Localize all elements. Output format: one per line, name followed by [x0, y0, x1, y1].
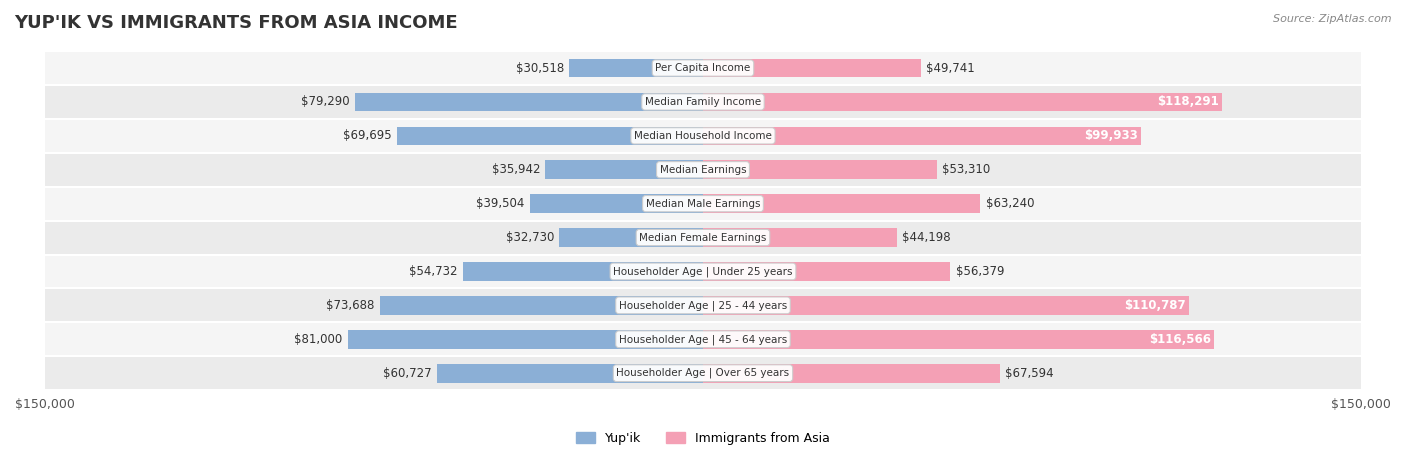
Bar: [703, 127, 1142, 145]
Bar: [703, 161, 936, 179]
Bar: [530, 194, 703, 213]
Text: $73,688: $73,688: [326, 299, 374, 312]
Bar: [45, 220, 1361, 255]
Text: $118,291: $118,291: [1157, 95, 1219, 108]
Text: $35,942: $35,942: [492, 163, 540, 176]
Bar: [356, 92, 703, 111]
Text: $30,518: $30,518: [516, 62, 564, 75]
Bar: [45, 119, 1361, 153]
Text: $79,290: $79,290: [301, 95, 350, 108]
Text: YUP'IK VS IMMIGRANTS FROM ASIA INCOME: YUP'IK VS IMMIGRANTS FROM ASIA INCOME: [14, 14, 458, 32]
Text: $53,310: $53,310: [942, 163, 990, 176]
Bar: [398, 127, 703, 145]
Bar: [45, 51, 1361, 85]
Bar: [45, 153, 1361, 187]
Bar: [45, 85, 1361, 119]
Text: $99,933: $99,933: [1084, 129, 1137, 142]
Bar: [703, 330, 1215, 348]
Text: $39,504: $39,504: [477, 197, 524, 210]
Text: $32,730: $32,730: [506, 231, 554, 244]
Text: $60,727: $60,727: [382, 367, 432, 380]
Text: $110,787: $110,787: [1125, 299, 1185, 312]
Text: $63,240: $63,240: [986, 197, 1035, 210]
Text: $44,198: $44,198: [903, 231, 950, 244]
Text: Householder Age | 45 - 64 years: Householder Age | 45 - 64 years: [619, 334, 787, 345]
Legend: Yup'ik, Immigrants from Asia: Yup'ik, Immigrants from Asia: [571, 426, 835, 450]
Bar: [45, 255, 1361, 289]
Bar: [437, 364, 703, 382]
Bar: [703, 194, 980, 213]
Bar: [703, 262, 950, 281]
Text: $69,695: $69,695: [343, 129, 392, 142]
Text: Householder Age | 25 - 44 years: Householder Age | 25 - 44 years: [619, 300, 787, 311]
Bar: [703, 296, 1189, 315]
Text: $54,732: $54,732: [409, 265, 457, 278]
Bar: [45, 289, 1361, 322]
Bar: [703, 228, 897, 247]
Bar: [347, 330, 703, 348]
Text: Householder Age | Under 25 years: Householder Age | Under 25 years: [613, 266, 793, 277]
Bar: [45, 356, 1361, 390]
Bar: [463, 262, 703, 281]
Bar: [45, 322, 1361, 356]
Bar: [45, 187, 1361, 220]
Bar: [546, 161, 703, 179]
Text: Householder Age | Over 65 years: Householder Age | Over 65 years: [616, 368, 790, 378]
Text: $56,379: $56,379: [956, 265, 1004, 278]
Bar: [703, 59, 921, 78]
Text: Median Earnings: Median Earnings: [659, 165, 747, 175]
Bar: [380, 296, 703, 315]
Bar: [703, 92, 1222, 111]
Text: Per Capita Income: Per Capita Income: [655, 63, 751, 73]
Text: $49,741: $49,741: [927, 62, 976, 75]
Bar: [703, 364, 1000, 382]
Text: $81,000: $81,000: [294, 333, 343, 346]
Text: $67,594: $67,594: [1005, 367, 1053, 380]
Text: Median Household Income: Median Household Income: [634, 131, 772, 141]
Text: Median Family Income: Median Family Income: [645, 97, 761, 107]
Bar: [569, 59, 703, 78]
Text: Median Female Earnings: Median Female Earnings: [640, 233, 766, 242]
Text: Source: ZipAtlas.com: Source: ZipAtlas.com: [1274, 14, 1392, 24]
Text: $116,566: $116,566: [1149, 333, 1211, 346]
Text: Median Male Earnings: Median Male Earnings: [645, 198, 761, 209]
Bar: [560, 228, 703, 247]
